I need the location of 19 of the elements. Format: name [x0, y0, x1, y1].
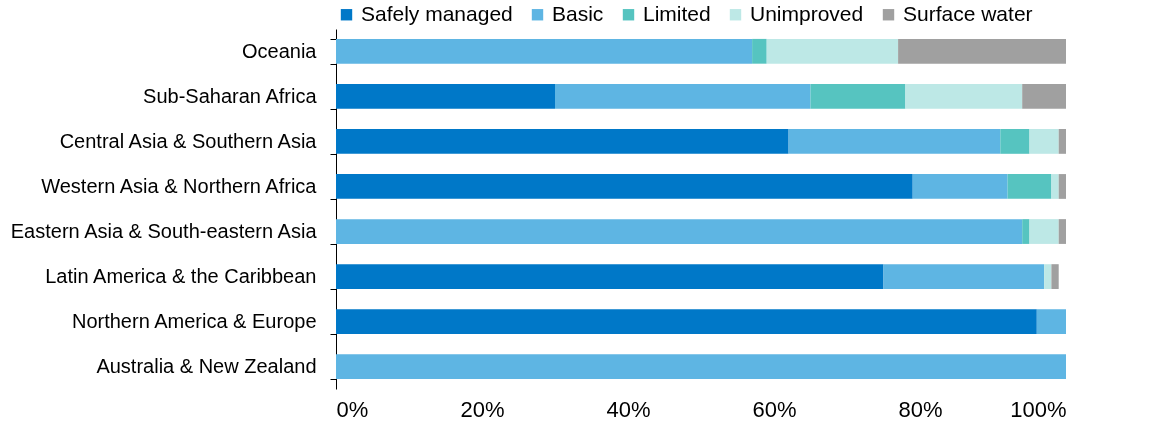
y-tick-label: Latin America & the Caribbean [45, 265, 317, 288]
legend-label: Limited [643, 1, 711, 25]
y-tick-label: Sub-Saharan Africa [143, 84, 318, 107]
x-tick-label: 20% [460, 396, 505, 422]
y-tick-label: Oceania [242, 39, 318, 62]
x-tick-label: 40% [606, 396, 651, 422]
x-tick-label: 60% [752, 396, 797, 422]
legend-label: Surface water [903, 1, 1033, 25]
y-tick-label: Eastern Asia & South-eastern Asia [10, 220, 318, 243]
x-tick-label: 100% [1010, 396, 1067, 422]
y-tick-label: Australia & New Zealand [96, 355, 317, 378]
legend-label: Unimproved [750, 1, 864, 25]
legend-label: Basic [552, 1, 604, 25]
x-tick-label: 80% [898, 396, 943, 422]
y-tick-label: Northern America & Europe [71, 310, 317, 333]
x-tick-label: 0% [336, 396, 369, 422]
y-tick-label: Western Asia & Northern Africa [41, 174, 318, 197]
legend-label: Safely managed [361, 1, 513, 25]
y-tick-label: Central Asia & Southern Asia [59, 129, 318, 152]
